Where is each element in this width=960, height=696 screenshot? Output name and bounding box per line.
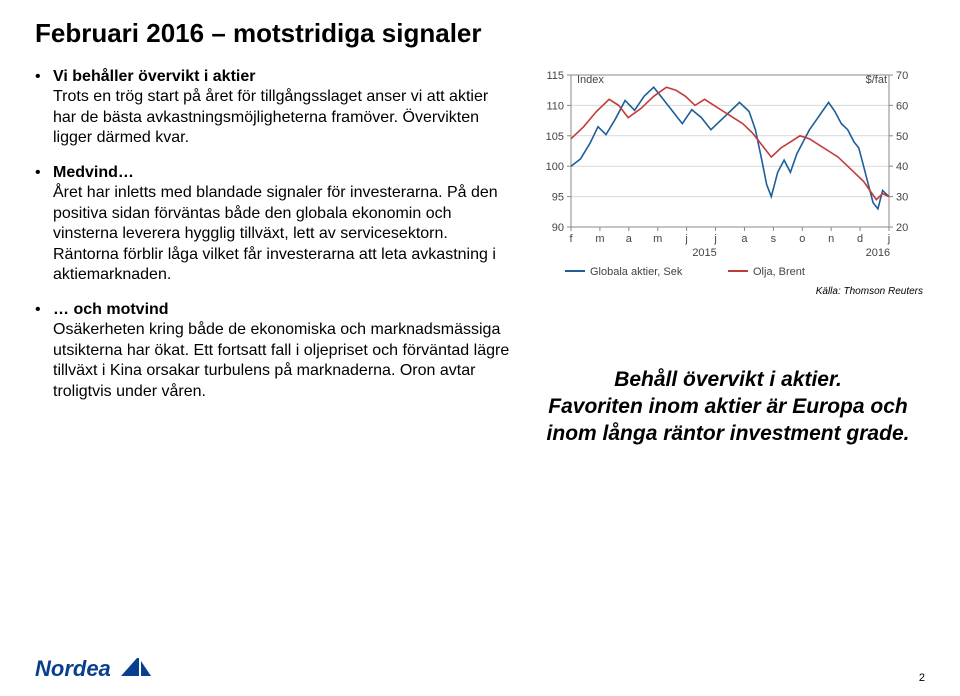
- svg-text:a: a: [741, 233, 748, 245]
- nordea-logo: Nordea: [35, 654, 165, 684]
- page-number: 2: [919, 672, 925, 684]
- bullet-title: Vi behåller övervikt i aktier: [53, 68, 255, 85]
- bullet-item: … och motvind Osäkerheten kring både de e…: [35, 300, 515, 402]
- content-columns: Vi behåller övervikt i aktier Trots en tr…: [35, 67, 925, 448]
- footer: Nordea 2: [35, 654, 925, 684]
- svg-text:95: 95: [552, 192, 564, 204]
- chart-svg: 90 95 100 105 110 115 20 30 40 50 60 70 Index $/fat f m…: [533, 67, 923, 282]
- svg-text:100: 100: [546, 161, 564, 173]
- svg-text:s: s: [771, 233, 777, 245]
- line-chart: 90 95 100 105 110 115 20 30 40 50 60 70 Index $/fat f m…: [533, 67, 923, 282]
- svg-text:j: j: [684, 233, 687, 245]
- svg-text:110: 110: [546, 100, 564, 112]
- svg-text:20: 20: [896, 222, 908, 234]
- svg-text:o: o: [799, 233, 805, 245]
- bullet-body: Trots en trög start på året för tillgång…: [53, 88, 488, 146]
- bullet-list: Vi behåller övervikt i aktier Trots en tr…: [35, 67, 515, 402]
- svg-text:Nordea: Nordea: [35, 656, 111, 681]
- svg-text:2016: 2016: [866, 247, 890, 259]
- bullet-title: Medvind…: [53, 164, 134, 181]
- svg-text:30: 30: [896, 192, 908, 204]
- svg-text:115: 115: [546, 70, 564, 82]
- callout-text: Behåll övervikt i aktier.Favoriten inom …: [533, 367, 923, 448]
- svg-text:f: f: [569, 233, 573, 245]
- svg-text:n: n: [828, 233, 834, 245]
- svg-text:Olja, Brent: Olja, Brent: [753, 266, 805, 278]
- chart-source: Källa: Thomson Reuters: [533, 286, 923, 297]
- svg-text:m: m: [653, 233, 662, 245]
- svg-text:90: 90: [552, 222, 564, 234]
- right-column: 90 95 100 105 110 115 20 30 40 50 60 70 Index $/fat f m…: [533, 67, 923, 448]
- bullet-body: Osäkerheten kring både de ekonomiska och…: [53, 321, 509, 399]
- svg-text:d: d: [857, 233, 863, 245]
- svg-text:j: j: [713, 233, 716, 245]
- svg-text:60: 60: [896, 100, 908, 112]
- svg-text:Globala aktier, Sek: Globala aktier, Sek: [590, 266, 683, 278]
- svg-text:j: j: [887, 233, 890, 245]
- svg-text:2015: 2015: [692, 247, 716, 259]
- svg-text:70: 70: [896, 70, 908, 82]
- svg-text:Index: Index: [577, 74, 604, 86]
- left-column: Vi behåller övervikt i aktier Trots en tr…: [35, 67, 515, 448]
- bullet-title: … och motvind: [53, 301, 169, 318]
- bullet-body: Året har inletts med blandade signaler f…: [53, 184, 498, 283]
- svg-text:50: 50: [896, 131, 908, 143]
- page-title: Februari 2016 – motstridiga signaler: [35, 18, 925, 49]
- svg-text:a: a: [626, 233, 633, 245]
- svg-text:m: m: [595, 233, 604, 245]
- svg-text:105: 105: [546, 131, 564, 143]
- bullet-item: Medvind… Året har inletts med blandade si…: [35, 163, 515, 286]
- bullet-item: Vi behåller övervikt i aktier Trots en tr…: [35, 67, 515, 149]
- slide: Februari 2016 – motstridiga signaler Vi …: [0, 0, 960, 696]
- svg-text:40: 40: [896, 161, 908, 173]
- svg-text:$/fat: $/fat: [866, 74, 887, 86]
